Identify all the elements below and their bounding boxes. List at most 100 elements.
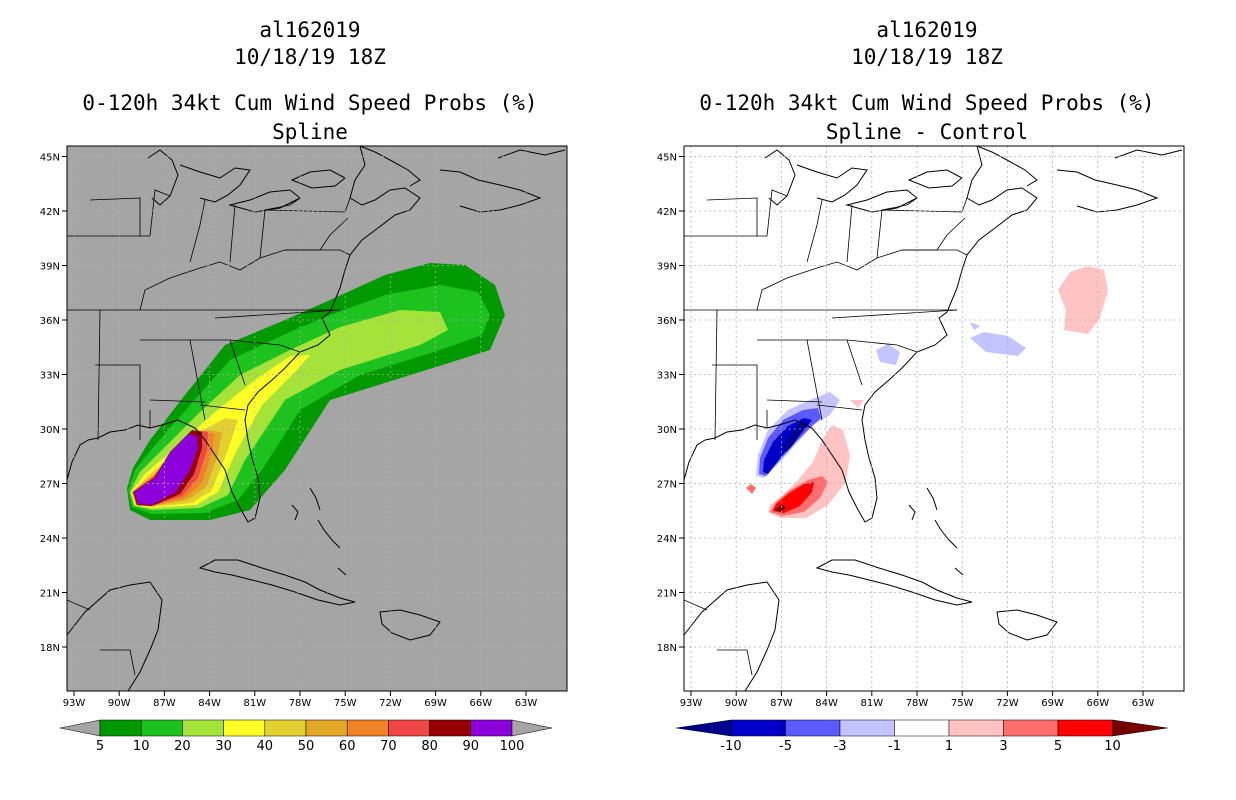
lon-label: 87W — [153, 698, 176, 709]
grid-lines — [67, 146, 567, 691]
state-boundary — [756, 249, 937, 311]
storm-id-title: al162019 — [259, 18, 361, 42]
coastline-segment — [976, 146, 1038, 187]
coastline-segment — [198, 559, 356, 606]
contour-neg-1d — [970, 322, 980, 330]
colorbar-segment — [948, 719, 1004, 737]
lon-label: 75W — [951, 698, 974, 709]
state-boundary — [806, 199, 823, 263]
state-boundary — [876, 197, 918, 259]
colorbar-segment — [1003, 719, 1059, 737]
grid-lines — [684, 146, 1184, 691]
colorbar-label: 3 — [999, 739, 1007, 754]
colorbar-segment — [839, 719, 895, 737]
state-boundary — [766, 399, 823, 403]
state-boundary — [684, 599, 708, 611]
lat-label: 42N — [657, 207, 677, 218]
state-boundary — [149, 399, 206, 403]
state-boundary — [902, 249, 968, 256]
state-boundary — [229, 204, 236, 263]
coastline-segment — [67, 439, 89, 481]
right-map-svg: 45N 42N 39N 36N 33N 30N 27N 24N 21N 18N 93W 90W 87W 8… — [657, 145, 1185, 754]
coastline-segment — [67, 581, 163, 691]
state-boundary — [846, 339, 918, 353]
contour-pos-3b — [746, 484, 756, 494]
state-boundary — [259, 197, 301, 259]
colorbar-label: 70 — [380, 739, 397, 754]
lon-label: 66W — [1086, 698, 1109, 709]
contour-pos-1b — [1058, 266, 1108, 334]
lon-label: 81W — [860, 698, 883, 709]
coastline-segment — [317, 519, 341, 549]
colorbar-label: 40 — [257, 739, 274, 754]
map-frame — [683, 145, 1185, 692]
state-boundary — [285, 249, 351, 256]
colorbar: 5 10 20 30 40 50 60 70 80 90 100 — [59, 719, 553, 754]
colorbar-segment — [346, 719, 389, 737]
lon-label: 69W — [424, 698, 447, 709]
colorbar-segment — [388, 719, 430, 737]
contour-100 — [134, 434, 198, 505]
state-boundary — [831, 309, 958, 319]
coastline-segment — [439, 169, 542, 213]
colorbar-segment — [470, 719, 513, 737]
state-boundary — [717, 649, 753, 676]
coastline-segment — [379, 609, 441, 641]
subtitle: Spline — [272, 120, 348, 144]
map-background — [684, 146, 1184, 691]
lon-label: 90W — [725, 698, 748, 709]
colorbar-label: 10 — [133, 739, 150, 754]
coastline-segment — [87, 146, 421, 523]
colorbar-label: 50 — [298, 739, 315, 754]
coastline-segment — [796, 164, 868, 203]
colorbar-segment — [429, 719, 472, 737]
coastline-segment — [815, 559, 973, 606]
product-title: 0-120h 34kt Cum Wind Speed Probs (%) — [699, 91, 1155, 115]
colorbar: -10 -5 -3 -1 1 3 5 10 — [675, 719, 1168, 754]
lat-label: 24N — [657, 534, 677, 545]
storm-id-title: al162019 — [876, 18, 978, 42]
coastline-segment — [954, 567, 964, 576]
colorbar-label: 1 — [945, 739, 953, 754]
lat-label: 42N — [40, 207, 60, 218]
coastline-segment — [1114, 149, 1183, 159]
lon-label: 84W — [815, 698, 838, 709]
lat-label: 45N — [40, 153, 60, 164]
lon-label: 75W — [334, 698, 357, 709]
colorbar-label: 80 — [421, 739, 438, 754]
coastline-segment — [934, 519, 958, 549]
colorbar-label: 90 — [463, 739, 480, 754]
probability-field — [127, 263, 505, 520]
colorbar-segment — [785, 719, 841, 737]
state-boundary — [936, 217, 966, 251]
lat-label: 36N — [657, 316, 677, 327]
state-boundary — [67, 599, 91, 611]
coastline-segment — [291, 504, 299, 521]
axis-labels: 45N 42N 39N 36N 33N 30N 27N 24N 21N 18N 93W 90W 87W 8… — [657, 153, 1155, 710]
state-boundary — [139, 249, 320, 311]
lat-label: 18N — [40, 643, 60, 654]
colorbar-segment — [264, 719, 307, 737]
contour-neg-10 — [784, 422, 808, 452]
contour-pos-1c — [850, 400, 864, 408]
colorbar-segment — [223, 719, 266, 737]
lon-label: 69W — [1041, 698, 1064, 709]
lon-label: 87W — [770, 698, 793, 709]
colorbar-end-low — [59, 719, 101, 737]
colorbar-segment — [1057, 719, 1113, 737]
lat-label: 30N — [657, 425, 677, 436]
state-boundary — [189, 199, 206, 263]
colorbar-label: -3 — [834, 739, 847, 754]
colorbar-segment — [99, 719, 142, 737]
colorbar-label: 5 — [96, 739, 104, 754]
lat-label: 21N — [40, 589, 60, 600]
colorbar-label: -10 — [720, 739, 741, 754]
lat-label: 39N — [40, 262, 60, 273]
lon-label: 78W — [289, 698, 312, 709]
coastline-segment — [704, 146, 1038, 523]
colorbar-label: 30 — [215, 739, 232, 754]
lat-label: 30N — [40, 425, 60, 436]
datetime-title: 10/18/19 18Z — [234, 45, 386, 69]
state-boundary — [712, 364, 758, 440]
colorbar-label: 100 — [500, 739, 525, 754]
